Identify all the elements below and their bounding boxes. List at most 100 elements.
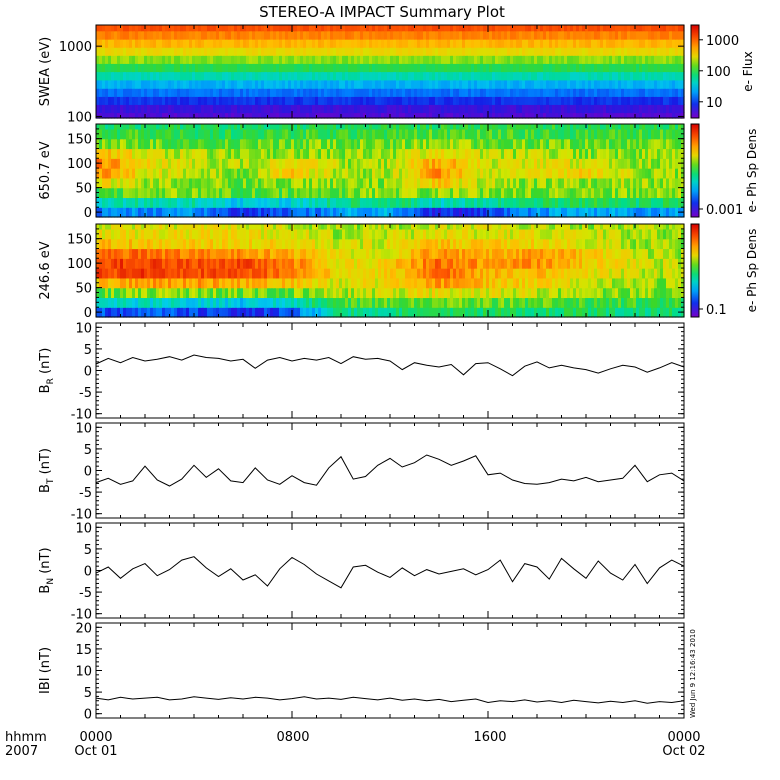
pitch-angle-cell xyxy=(327,138,331,150)
pitch-angle-cell xyxy=(189,307,193,318)
pitch-angle-cell xyxy=(375,124,379,130)
spectrogram-cell xyxy=(219,30,223,40)
pitch-angle-cell xyxy=(414,128,418,140)
spectrogram-cell xyxy=(180,63,184,73)
pitch-angle-cell xyxy=(213,207,217,218)
spectrogram-cell xyxy=(510,39,514,48)
pitch-angle-cell xyxy=(573,207,577,218)
spectrogram-cell xyxy=(600,104,604,114)
spectrogram-cell xyxy=(555,47,559,56)
pitch-angle-cell xyxy=(261,158,265,169)
pitch-angle-cell xyxy=(618,307,622,318)
spectrogram-cell xyxy=(552,47,556,56)
pitch-angle-cell xyxy=(582,124,586,130)
pitch-angle-cell xyxy=(276,197,280,208)
spectrogram-cell xyxy=(156,47,160,56)
pitch-angle-cell xyxy=(255,307,259,318)
spectrogram-cell xyxy=(171,88,175,97)
y-axis-label: SWEA (eV) xyxy=(38,37,53,106)
spectrogram-cell xyxy=(525,30,529,40)
spectrogram-cell xyxy=(636,79,640,89)
pitch-angle-cell xyxy=(543,207,547,218)
spectrogram-cell xyxy=(558,88,562,97)
pitch-angle-cell xyxy=(495,138,499,150)
pitch-angle-cell xyxy=(150,128,154,140)
pitch-angle-cell xyxy=(642,128,646,140)
pitch-angle-cell xyxy=(408,138,412,150)
spectrogram-cell xyxy=(459,55,463,64)
pitch-angle-cell xyxy=(348,207,352,218)
pitch-angle-cell xyxy=(282,287,286,299)
pitch-angle-cell xyxy=(186,187,190,199)
spectrogram-cell xyxy=(567,39,571,48)
pitch-angle-cell xyxy=(333,187,337,199)
spectrogram-cell xyxy=(528,63,532,73)
pitch-angle-cell xyxy=(345,128,349,140)
spectrogram-cell xyxy=(657,63,661,73)
pitch-angle-cell xyxy=(108,128,112,140)
spectrogram-cell xyxy=(357,55,361,64)
spectrogram-cell xyxy=(144,71,148,81)
spectrogram-cell xyxy=(480,112,484,119)
pitch-angle-cell xyxy=(447,148,451,159)
spectrogram-cell xyxy=(522,96,526,105)
spectrogram-cell xyxy=(441,79,445,89)
pitch-angle-cell xyxy=(216,138,220,150)
spectrogram-cell xyxy=(345,88,349,97)
pitch-angle-cell xyxy=(633,128,637,140)
pitch-angle-cell xyxy=(192,138,196,150)
spectrogram-cell xyxy=(216,55,220,64)
spectrogram-cell xyxy=(543,71,547,81)
pitch-angle-cell xyxy=(489,138,493,150)
pitch-angle-cell xyxy=(444,177,448,189)
spectrogram-cell xyxy=(621,63,625,73)
spectrogram-cell xyxy=(465,79,469,89)
spectrogram-cell xyxy=(333,47,337,56)
spectrogram-cell xyxy=(246,79,250,89)
pitch-angle-cell xyxy=(636,307,640,318)
spectrogram-cell xyxy=(312,71,316,81)
spectrogram-cell xyxy=(225,79,229,89)
pitch-angle-cell xyxy=(657,124,661,130)
pitch-angle-cell xyxy=(366,287,370,299)
spectrogram-cell xyxy=(516,71,520,81)
pitch-angle-cell xyxy=(603,138,607,150)
pitch-angle-cell xyxy=(519,168,523,179)
spectrogram-cell xyxy=(132,88,136,97)
spectrogram-cell xyxy=(549,25,553,32)
spectrogram-cell xyxy=(639,112,643,119)
pitch-angle-cell xyxy=(165,197,169,208)
pitch-angle-cell xyxy=(402,197,406,208)
pitch-angle-cell xyxy=(507,158,511,169)
spectrogram-cell xyxy=(105,30,109,40)
spectrogram-cell xyxy=(678,47,682,56)
spectrogram-cell xyxy=(219,71,223,81)
pitch-angle-cell xyxy=(126,128,130,140)
spectrogram-cell xyxy=(138,96,142,105)
spectrogram-cell xyxy=(171,63,175,73)
pitch-angle-cell xyxy=(264,197,268,208)
pitch-angle-cell xyxy=(675,307,679,318)
pitch-angle-cell xyxy=(555,128,559,140)
pitch-angle-cell xyxy=(462,128,466,140)
pitch-angle-cell xyxy=(384,148,388,159)
spectrogram-cell xyxy=(381,30,385,40)
spectrogram-cell xyxy=(171,39,175,48)
pitch-angle-cell xyxy=(606,128,610,140)
spectrogram-cell xyxy=(480,88,484,97)
pitch-angle-cell xyxy=(132,297,136,308)
spectrogram-cell xyxy=(279,25,283,32)
spectrogram-cell xyxy=(111,47,115,56)
spectrogram-cell xyxy=(492,112,496,119)
spectrogram-cell xyxy=(528,47,532,56)
pitch-angle-cell xyxy=(612,197,616,208)
spectrogram-cell xyxy=(654,96,658,105)
spectrogram-cell xyxy=(294,96,298,105)
spectrogram-cell xyxy=(519,112,523,119)
spectrogram-cell xyxy=(195,96,199,105)
spectrogram-cell xyxy=(381,55,385,64)
pitch-angle-cell xyxy=(207,287,211,299)
pitch-angle-cell xyxy=(183,187,187,199)
spectrogram-cell xyxy=(363,55,367,64)
pitch-angle-cell xyxy=(471,124,475,130)
